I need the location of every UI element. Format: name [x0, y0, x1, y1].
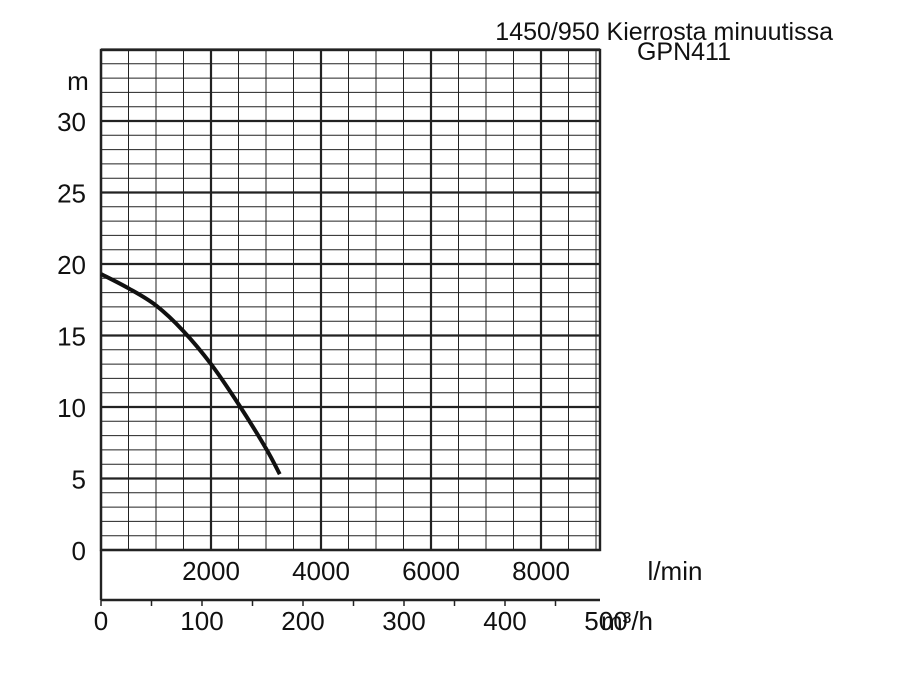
performance-curve: [100, 272, 282, 476]
x2-tick-label: 300: [382, 606, 425, 636]
x-tick-label: 2000: [182, 556, 240, 586]
x2-tick-label: 100: [180, 606, 223, 636]
tick-labels: 0 5 10 15 20 25 30 2000 4000 6000 8000 0 100 200 300 40…: [57, 107, 628, 636]
y-tick-label: 30: [57, 107, 86, 137]
grid: [99, 48, 602, 606]
y-tick-label: 0: [72, 536, 86, 566]
plot-frame: [99, 48, 602, 552]
x2-tick-label: 200: [281, 606, 324, 636]
head-flow-curve-line: [100, 272, 282, 476]
x-tick-label: 6000: [402, 556, 460, 586]
x2-axis-label: m³/h: [601, 606, 653, 636]
x2-tick-label: 500: [584, 606, 627, 636]
y-tick-label: 20: [57, 250, 86, 280]
x-tick-label: 8000: [512, 556, 570, 586]
y-tick-label: 10: [57, 393, 86, 423]
y-tick-label: 25: [57, 179, 86, 209]
x-tick-label: 4000: [292, 556, 350, 586]
x2-tick-label: 0: [94, 606, 108, 636]
y-tick-label: 5: [72, 465, 86, 495]
x2-tick-label: 400: [483, 606, 526, 636]
y-axis-label: m: [67, 66, 89, 96]
chart-title: 1450/950 Kierrosta minuutissa: [495, 18, 833, 46]
chart-subtitle: GPN411: [637, 38, 731, 66]
x-axis-label: l/min: [648, 556, 703, 586]
y-tick-label: 15: [57, 322, 86, 352]
